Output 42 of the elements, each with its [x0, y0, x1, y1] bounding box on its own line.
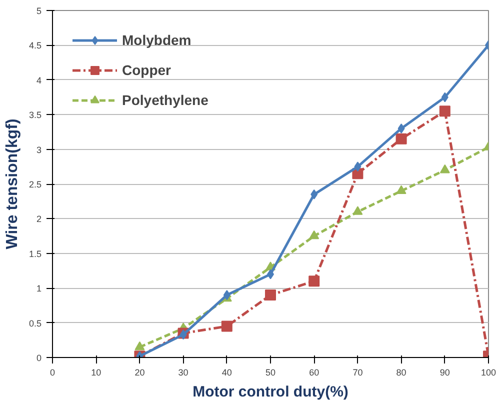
x-tick-label: 60 [309, 368, 320, 378]
x-tick-label: 0 [50, 368, 56, 378]
legend-label: Polyethylene [122, 92, 208, 108]
point [308, 276, 320, 287]
point [396, 133, 407, 144]
y-tick-label: 4 [36, 75, 42, 86]
y-tick-label: 0.5 [28, 318, 42, 328]
point [439, 106, 450, 117]
point [134, 341, 145, 350]
point [265, 290, 276, 301]
point [310, 189, 318, 200]
x-tick-label: 50 [265, 368, 276, 378]
x-tick-label: 20 [134, 368, 145, 378]
y-tick-label: 1 [36, 284, 42, 294]
legend-label: Copper [122, 62, 171, 78]
legend-label: Molybdem [122, 32, 192, 48]
point [398, 123, 405, 134]
point [309, 230, 320, 240]
point [221, 320, 232, 332]
x-tick-label: 30 [178, 368, 188, 378]
point [223, 290, 230, 300]
x-tick-label: 40 [222, 368, 232, 378]
y-tick-label: 4.5 [28, 40, 42, 51]
point [354, 162, 362, 172]
y-axis-title: Wire tension(kgf) [4, 118, 21, 250]
y-tick-label: 3 [36, 144, 42, 155]
y-tick-label: 2.5 [28, 180, 42, 190]
x-axis-title: Motor control duty(%) [192, 384, 348, 400]
point [441, 92, 448, 102]
point [396, 185, 406, 194]
y-tick-label: 3.5 [28, 110, 42, 120]
point [440, 164, 450, 174]
x-tick-label: 100 [480, 368, 496, 378]
point [352, 206, 363, 215]
x-tick-label: 70 [352, 368, 363, 378]
y-tick-label: 0 [36, 353, 42, 363]
y-tick-label: 1.5 [28, 248, 42, 259]
x-tick-label: 80 [396, 368, 406, 378]
x-tick-label: 90 [440, 368, 450, 378]
x-tick-label: 10 [91, 368, 102, 378]
y-tick-label: 5 [36, 6, 42, 16]
y-tick-label: 2 [36, 214, 42, 224]
